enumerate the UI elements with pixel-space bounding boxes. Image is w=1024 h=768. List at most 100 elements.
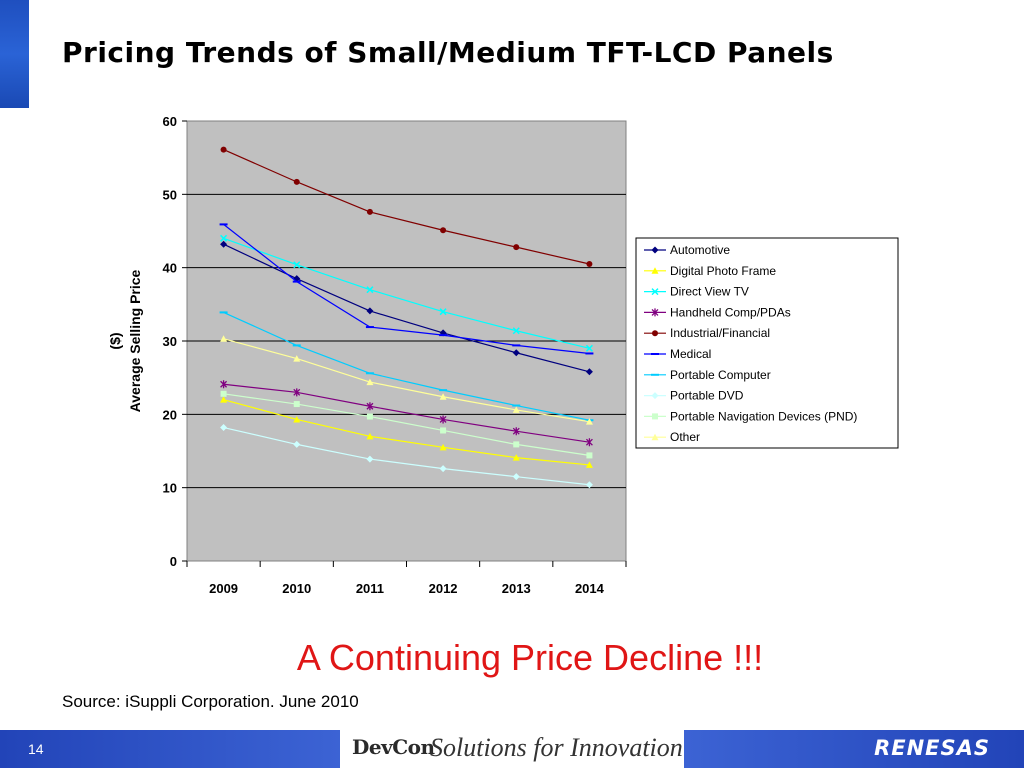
- footer-bar: 14 DevCon Solutions for Innovation RENES…: [0, 730, 1024, 768]
- legend-label: Digital Photo Frame: [670, 264, 776, 278]
- series-line: [223, 383, 590, 443]
- x-tick-label: 2014: [575, 581, 605, 596]
- slide-title: Pricing Trends of Small/Medium TFT-LCD P…: [62, 36, 834, 69]
- legend-swatch-marker: [651, 392, 659, 400]
- data-point: [439, 443, 447, 451]
- legend-label: Medical: [670, 347, 711, 361]
- data-point: [220, 380, 228, 389]
- data-point: [293, 355, 301, 362]
- data-point: [293, 401, 300, 408]
- legend-label: Handheld Comp/PDAs: [670, 305, 791, 319]
- data-point: [293, 178, 300, 185]
- data-point: [220, 390, 227, 397]
- data-point: [439, 415, 447, 424]
- price-trend-chart: 0 10 20 30 40 50 60 2009 2010 2011 2012 2013 2014 (…: [107, 114, 899, 596]
- legend-item: Portable DVD: [644, 389, 744, 403]
- series-line: [223, 237, 590, 349]
- series-line: [223, 338, 590, 423]
- x-tick-label: 2013: [502, 581, 531, 596]
- data-point: [366, 432, 374, 440]
- gridlines: [187, 193, 626, 489]
- data-point: [439, 393, 447, 400]
- x-tick-label: 2011: [356, 581, 384, 596]
- legend-swatch-marker: [651, 288, 659, 296]
- data-point: [586, 261, 593, 267]
- data-point: [512, 427, 520, 436]
- data-point: [440, 427, 447, 434]
- series-line: [223, 393, 590, 456]
- legend-item: Automotive: [644, 243, 730, 257]
- legend-label: Portable DVD: [670, 389, 744, 403]
- series-portable-navigation-devices-pnd: [220, 390, 593, 459]
- data-point: [366, 307, 374, 315]
- footer-left-band: 14: [0, 730, 340, 768]
- data-point: [512, 349, 520, 357]
- data-point: [512, 327, 520, 335]
- legend-label: Portable Computer: [670, 368, 771, 382]
- y-tick-label: 10: [163, 481, 177, 496]
- data-point: [366, 413, 373, 420]
- legend-label: Direct View TV: [670, 285, 749, 299]
- data-point: [220, 234, 228, 242]
- y-tick-label: 20: [163, 407, 177, 422]
- data-point: [366, 286, 374, 294]
- x-tick-label: 2012: [429, 581, 458, 596]
- renesas-logo: RENESAS: [874, 736, 990, 760]
- series-line: [223, 223, 590, 355]
- legend-label: Industrial/Financial: [670, 326, 770, 340]
- legend-swatch-marker: [651, 246, 659, 254]
- x-tick-label: 2010: [282, 581, 311, 596]
- data-point: [293, 415, 301, 423]
- legend-item: Direct View TV: [644, 285, 749, 299]
- legend-item: Digital Photo Frame: [644, 264, 776, 278]
- footer-logo-band: DevCon Solutions for Innovation: [340, 730, 684, 768]
- data-point: [293, 261, 301, 269]
- legend-label: Automotive: [670, 243, 730, 257]
- legend: Automotive Digital Photo Frame Direct View…: [635, 237, 899, 449]
- y-tick-label: 60: [163, 114, 177, 129]
- devcon-logo: DevCon: [352, 735, 435, 759]
- y-axis-title-line1: ($): [107, 332, 123, 349]
- data-point: [585, 481, 593, 489]
- data-point: [220, 335, 228, 342]
- x-axis: 2009 2010 2011 2012 2013 2014: [186, 561, 627, 596]
- series-line: [223, 399, 590, 466]
- data-point: [586, 452, 593, 459]
- data-point: [585, 418, 593, 425]
- callout-text: A Continuing Price Decline !!!: [296, 637, 764, 678]
- data-point: [585, 344, 593, 352]
- series-line: [223, 311, 590, 421]
- series-line: [223, 426, 590, 486]
- data-point: [439, 308, 447, 316]
- legend-swatch-marker: [651, 308, 659, 317]
- series-portable-computer: [219, 311, 594, 422]
- series-portable-dvd: [220, 424, 593, 489]
- data-point: [366, 378, 374, 386]
- y-axis: 0 10 20 30 40 50 60: [163, 114, 187, 569]
- legend-item: Other: [644, 430, 700, 444]
- legend-label: Portable Navigation Devices (PND): [670, 409, 857, 423]
- series-medical: [219, 223, 594, 355]
- y-tick-label: 50: [163, 187, 177, 202]
- y-tick-label: 40: [163, 261, 177, 276]
- legend-swatch-marker: [651, 433, 659, 441]
- series-industrial-financial: [220, 146, 593, 267]
- series-line: [223, 243, 590, 373]
- source-note: Source: iSuppli Corporation. June 2010: [62, 692, 359, 711]
- series-handheld-comp-pdas: [220, 380, 593, 447]
- data-point: [220, 424, 228, 432]
- data-point: [585, 368, 593, 376]
- series-group: [219, 146, 594, 489]
- data-point: [512, 473, 520, 481]
- y-tick-label: 0: [170, 554, 177, 569]
- legend-box: [635, 237, 899, 449]
- data-point: [220, 146, 227, 153]
- legend-item: Portable Computer: [644, 368, 771, 382]
- y-axis-title-line2: Average Selling Price: [127, 269, 143, 412]
- legend-item: Medical: [644, 347, 711, 361]
- series-direct-view-tv: [220, 234, 593, 352]
- data-point: [293, 388, 301, 397]
- data-point: [513, 244, 520, 251]
- legend-item: Industrial/Financial: [644, 326, 770, 340]
- data-point: [366, 455, 374, 463]
